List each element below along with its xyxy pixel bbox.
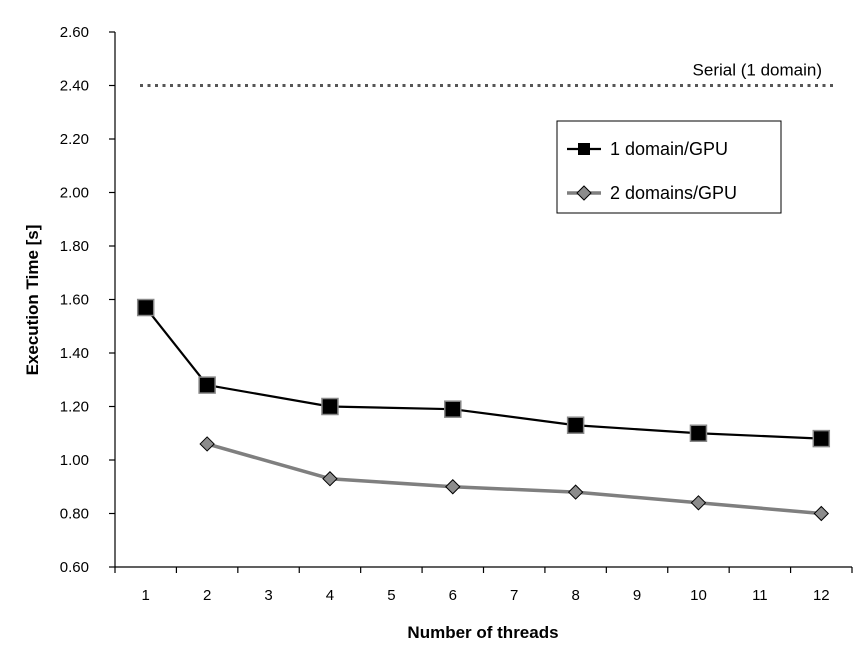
point-one-domain bbox=[444, 400, 462, 418]
point-two-domains bbox=[690, 495, 707, 511]
y-tick-label: 1.80 bbox=[60, 238, 89, 255]
y-tick-label: 0.60 bbox=[60, 559, 89, 576]
x-tick-label: 1 bbox=[142, 587, 150, 604]
legend-marker-1-domain bbox=[578, 143, 590, 155]
legend-label-1-domain: 1 domain/GPU bbox=[610, 139, 728, 159]
x-tick-label: 11 bbox=[752, 587, 768, 604]
x-tick-label: 8 bbox=[571, 587, 579, 604]
y-tick-label: 1.20 bbox=[60, 399, 89, 416]
y-tick-label: 2.20 bbox=[60, 131, 89, 148]
y-axis-title: Execution Time [s] bbox=[23, 225, 42, 376]
y-tick-label: 1.60 bbox=[60, 292, 89, 309]
x-tick-label: 3 bbox=[264, 587, 272, 604]
x-tick-label: 5 bbox=[387, 587, 395, 604]
point-one-domain bbox=[689, 424, 708, 442]
point-two-domains bbox=[322, 471, 338, 487]
point-one-domain bbox=[812, 429, 831, 448]
x-tick-label: 6 bbox=[449, 587, 457, 604]
y-tick-label: 2.00 bbox=[60, 185, 89, 202]
y-tick-label: 0.80 bbox=[60, 506, 89, 523]
y-tick-label: 2.40 bbox=[60, 78, 89, 95]
point-one-domain bbox=[566, 416, 585, 434]
series-line-one-domain bbox=[144, 306, 822, 440]
x-tick-label: 2 bbox=[203, 587, 211, 604]
y-tick-label: 1.00 bbox=[60, 452, 89, 469]
point-one-domain bbox=[198, 376, 216, 394]
point-one-domain bbox=[321, 397, 339, 416]
legend-label-2-domains: 2 domains/GPU bbox=[610, 183, 737, 203]
serial-reference: Serial (1 domain) bbox=[140, 61, 834, 87]
serial-reference-label: Serial (1 domain) bbox=[693, 61, 822, 80]
series-line-two-domains bbox=[206, 442, 822, 516]
series-layer bbox=[136, 298, 831, 522]
x-axis-title: Number of threads bbox=[407, 623, 558, 642]
legend: 1 domain/GPU 2 domains/GPU bbox=[556, 120, 782, 214]
point-one-domain bbox=[136, 298, 155, 317]
x-tick-label: 12 bbox=[813, 587, 830, 604]
x-ticks: 1 2 3 4 5 6 7 8 9 10 11 12 bbox=[114, 567, 853, 604]
x-tick-label: 7 bbox=[510, 587, 518, 604]
x-tick-label: 9 bbox=[633, 587, 641, 604]
point-two-domains bbox=[567, 484, 584, 500]
point-two-domains bbox=[445, 479, 461, 495]
legend-marker-2-domains bbox=[576, 185, 592, 201]
x-tick-label: 10 bbox=[690, 587, 707, 604]
point-two-domains bbox=[199, 436, 215, 452]
y-tick-label: 1.40 bbox=[60, 345, 89, 362]
x-tick-label: 4 bbox=[326, 587, 334, 604]
legend-box bbox=[556, 120, 782, 214]
y-tick-label: 2.60 bbox=[60, 24, 89, 41]
point-two-domains bbox=[813, 505, 829, 522]
y-ticks: 0.60 0.80 1.00 1.20 1.40 1.60 1.80 2.00 2.20 2.40… bbox=[60, 24, 115, 576]
